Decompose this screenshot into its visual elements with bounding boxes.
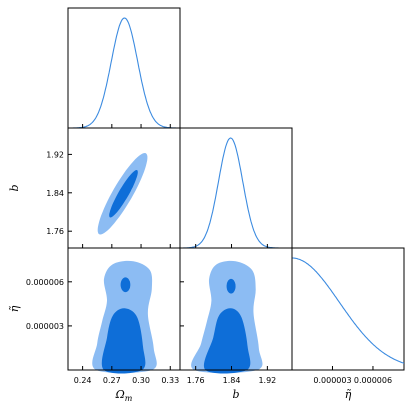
marginal-curve-b [180, 137, 292, 249]
marginal-curve-Omega_m [68, 17, 180, 129]
marginal-frame-Omega_m [67, 7, 181, 129]
marginal-frame-b [179, 127, 293, 249]
x-tick-label-b: 1.92 [258, 376, 276, 385]
x-axis-label-sub: m [125, 394, 133, 403]
x-tick-label-eta: 0.000003 [313, 376, 351, 385]
x-axis-label-main: Ω [115, 388, 125, 401]
y-tick-label-b: 1.84 [46, 189, 64, 198]
x-axis-label-b: b [232, 388, 239, 401]
y-tick-label-eta: 0.000006 [26, 278, 64, 287]
x-axis-label-Omega_m: Ωm [115, 388, 133, 403]
contour-68-Omega_m-eta [120, 277, 131, 293]
x-tick-label-eta: 0.000006 [354, 376, 392, 385]
contour-68-b-eta [203, 308, 251, 374]
contour-68-b-eta [226, 278, 236, 294]
marginal-curve-eta [292, 257, 405, 364]
panel-frame-b-eta [179, 247, 293, 371]
x-tick-label-Omega_m: 0.30 [132, 376, 150, 385]
x-tick-label-b: 1.76 [187, 376, 205, 385]
contour-68-Omega_m-b [109, 170, 138, 218]
y-tick-label-b: 1.92 [46, 150, 64, 159]
x-tick-label-Omega_m: 0.27 [103, 376, 121, 385]
y-axis-label-eta: η̃ [8, 305, 21, 312]
x-tick-label-Omega_m: 0.24 [74, 376, 92, 385]
marginal-frame-eta [291, 247, 405, 371]
x-tick-label-Omega_m: 0.33 [161, 376, 179, 385]
contour-68-Omega_m-eta [101, 308, 146, 374]
x-axis-label-eta: η̃ [345, 388, 352, 401]
x-tick-label-b: 1.84 [223, 376, 241, 385]
y-tick-label-eta: 0.000003 [26, 322, 64, 331]
y-axis-label-b: b [8, 184, 21, 191]
y-tick-label-b: 1.76 [46, 227, 64, 236]
